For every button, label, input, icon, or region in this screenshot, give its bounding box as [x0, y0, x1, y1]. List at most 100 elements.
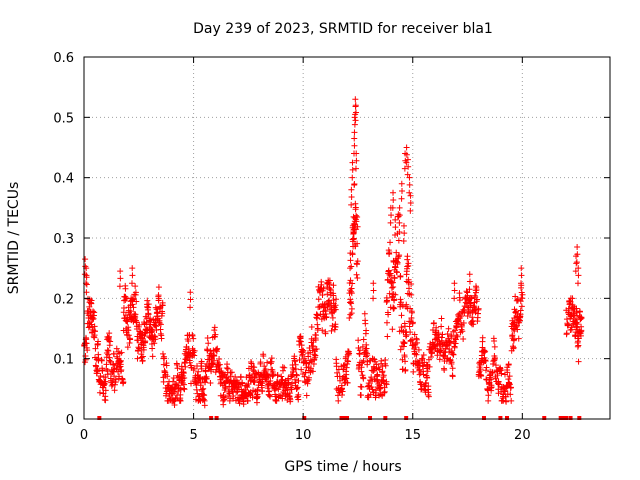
data-point — [127, 308, 134, 315]
data-point — [489, 369, 496, 376]
data-point — [454, 333, 461, 340]
data-point — [350, 235, 357, 242]
zero-marker — [341, 416, 346, 420]
data-point — [123, 318, 130, 325]
data-point — [347, 250, 354, 257]
data-point — [382, 357, 389, 364]
data-point — [514, 326, 521, 333]
data-point — [491, 337, 498, 344]
data-point — [491, 343, 498, 350]
data-point — [438, 334, 445, 341]
data-point — [400, 338, 407, 345]
data-point — [460, 335, 467, 342]
data-point — [479, 334, 486, 341]
data-point — [90, 308, 97, 315]
data-point — [182, 363, 189, 370]
data-point — [348, 290, 355, 297]
data-point — [245, 381, 252, 388]
data-point — [419, 355, 426, 362]
y-tick-label: 0 — [66, 413, 74, 428]
data-point — [102, 387, 109, 394]
data-point — [303, 360, 310, 367]
data-point — [216, 356, 223, 363]
data-point — [197, 379, 204, 386]
data-point — [380, 377, 387, 384]
data-point — [404, 263, 411, 270]
data-point — [170, 375, 177, 382]
data-point — [101, 381, 108, 388]
data-point — [421, 383, 428, 390]
data-point — [382, 362, 389, 369]
data-point — [346, 314, 353, 321]
data-point — [174, 365, 181, 372]
data-point — [391, 297, 398, 304]
data-point — [293, 372, 300, 379]
data-point — [274, 372, 281, 379]
data-point — [441, 367, 448, 374]
data-point — [397, 303, 404, 310]
data-point — [467, 310, 474, 317]
data-point — [575, 358, 582, 365]
data-point — [117, 357, 124, 364]
x-axis-label: GPS time / hours — [284, 459, 401, 475]
data-point — [492, 362, 499, 369]
data-point — [400, 222, 407, 229]
data-point — [330, 282, 337, 289]
data-point — [353, 157, 360, 164]
data-point — [455, 317, 462, 324]
data-point — [384, 333, 391, 340]
data-point — [332, 306, 339, 313]
data-point — [244, 384, 251, 391]
data-point — [352, 96, 359, 103]
data-point — [187, 289, 194, 296]
chart-title: Day 239 of 2023, SRMTID for receiver bla… — [193, 21, 493, 37]
data-point — [404, 290, 411, 297]
data-point — [103, 361, 110, 368]
data-point — [117, 275, 124, 282]
data-point — [444, 330, 451, 337]
data-point — [439, 331, 446, 338]
data-point — [364, 352, 371, 359]
data-point — [407, 200, 414, 207]
data-point — [574, 244, 581, 251]
data-point — [518, 265, 525, 272]
data-point — [370, 287, 377, 294]
data-point — [353, 212, 360, 219]
data-point — [163, 362, 170, 369]
data-point — [420, 352, 427, 359]
data-point — [193, 386, 200, 393]
data-point — [297, 338, 304, 345]
data-point — [398, 195, 405, 202]
data-point — [391, 305, 398, 312]
data-point — [338, 391, 345, 398]
data-point — [344, 357, 351, 364]
data-point — [164, 373, 171, 380]
data-point — [359, 343, 366, 350]
zero-marker — [368, 416, 373, 420]
data-point — [220, 401, 227, 408]
data-point — [379, 392, 386, 399]
data-point — [291, 358, 298, 365]
data-point — [122, 285, 129, 292]
data-point — [239, 379, 246, 386]
data-point — [374, 371, 381, 378]
data-point — [216, 361, 223, 368]
data-point — [436, 356, 443, 363]
data-point — [207, 348, 214, 355]
data-point — [122, 294, 129, 301]
data-point — [427, 354, 434, 361]
data-point — [251, 364, 258, 371]
data-point — [510, 344, 517, 351]
data-point — [316, 303, 323, 310]
data-point — [389, 326, 396, 333]
data-point — [410, 368, 417, 375]
y-tick-label: 0.5 — [53, 111, 74, 126]
data-point — [563, 330, 570, 337]
data-point — [149, 353, 156, 360]
data-point — [407, 207, 414, 214]
data-point — [485, 397, 492, 404]
data-point — [416, 360, 423, 367]
data-point — [504, 369, 511, 376]
data-point — [289, 380, 296, 387]
data-point — [266, 392, 273, 399]
